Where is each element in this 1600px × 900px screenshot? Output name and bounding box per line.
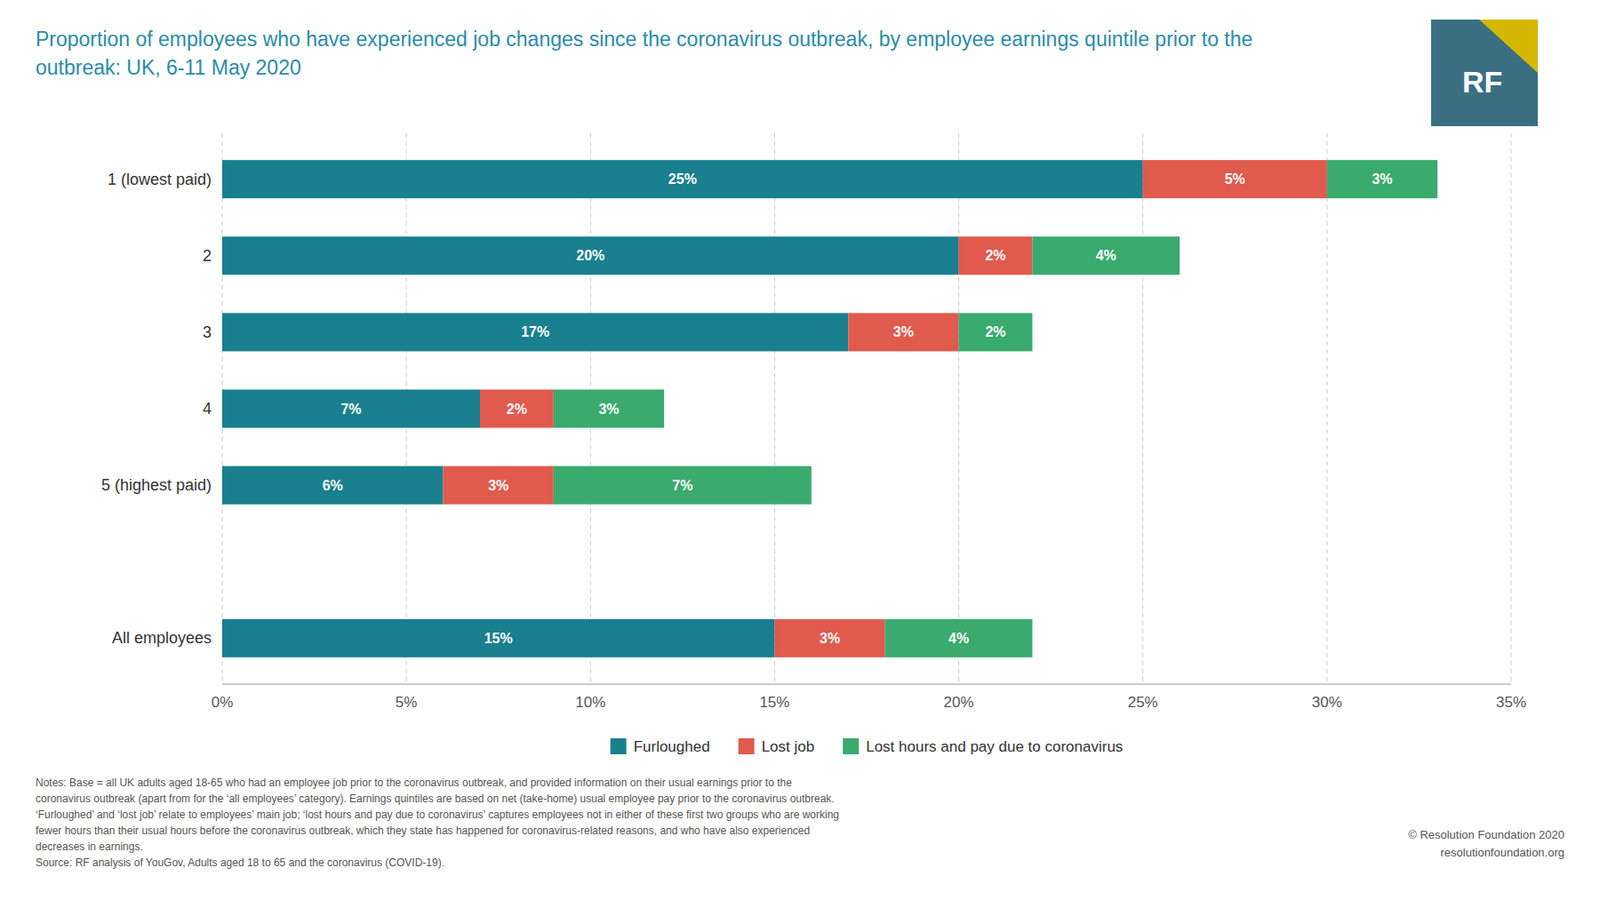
grid-line [774, 133, 776, 685]
bar-segment [1032, 236, 1180, 275]
data-label: 7% [340, 401, 361, 417]
bar-segment [959, 236, 1033, 275]
legend-item: Furloughed [610, 738, 711, 756]
data-label: 2% [984, 248, 1006, 264]
title: Proportion of employees who have experie… [35, 24, 1298, 82]
bar-segment [848, 312, 959, 352]
bar-segment [553, 389, 664, 428]
bar-segment [1143, 160, 1328, 199]
logo-text: RF [1462, 64, 1503, 99]
x-tick-label: 35% [1496, 694, 1527, 712]
grid-line [1142, 133, 1144, 685]
bar-segment [222, 389, 480, 428]
bar-segment [480, 389, 554, 428]
credit-line: resolutionfoundation.org [1408, 844, 1565, 863]
x-tick-label: 0% [211, 694, 234, 712]
credits: © Resolution Foundation 2020resolutionfo… [1408, 826, 1565, 863]
data-label: 3% [598, 401, 619, 417]
legend-label: Furloughed [633, 738, 711, 756]
bar-segment [222, 543, 224, 582]
bar-segment [222, 619, 775, 658]
legend-swatch [610, 738, 627, 755]
data-label: 3% [1371, 171, 1392, 187]
note-line: fewer hours than their usual hours befor… [35, 823, 1263, 840]
note-line: decreases in earnings. [35, 839, 1263, 856]
bar-segment [959, 312, 1033, 352]
grid-line [1326, 133, 1328, 685]
bar-segment [553, 466, 812, 505]
legend-swatch [738, 738, 755, 755]
bar-segment [1327, 160, 1438, 199]
data-label: 3% [488, 478, 509, 494]
data-label: 4% [948, 631, 969, 647]
note-line: Source: RF analysis of YouGov, Adults ag… [35, 855, 1263, 872]
note-line: coronavirus outbreak (apart from for the… [35, 791, 1263, 808]
bar-segment [222, 160, 1144, 199]
data-label: 5% [1224, 171, 1246, 187]
bar-segment [222, 543, 224, 582]
bar-segment [222, 236, 960, 275]
bar-segment [222, 466, 444, 505]
legend-item: Lost hours and pay due to coronavirus [842, 738, 1123, 756]
y-tick-label: 4 [202, 400, 212, 418]
data-label: 3% [893, 324, 914, 340]
y-tick-label: All employees [112, 629, 212, 648]
x-tick-label: 20% [944, 694, 975, 712]
x-axis-line [222, 684, 1512, 686]
data-label: 25% [668, 171, 697, 187]
x-tick-label: 30% [1312, 694, 1343, 712]
bars [222, 160, 1438, 658]
legend-item: Lost job [738, 738, 816, 756]
note-line: Notes: Base = all UK adults aged 18-65 w… [35, 775, 1263, 792]
logo-background [1431, 19, 1538, 127]
data-label: 3% [819, 631, 840, 647]
chart: 0% 5% 10% 15% 20% 25% 30% 35% 1 (lowest paid) 2 3 4… [0, 0, 1600, 900]
note-line: ‘Furloughed’ and ‘lost job’ relate to em… [35, 807, 1263, 824]
bar-segment [443, 466, 554, 505]
grid-line [958, 133, 960, 685]
y-tick-label: 2 [202, 247, 212, 265]
grid [222, 133, 1512, 685]
bar-segment [774, 619, 885, 658]
legend: Furloughed Lost job Lost hours and pay due… [610, 738, 1124, 756]
data-label: 6% [322, 478, 344, 494]
bar-segment [222, 543, 224, 582]
legend-label: Lost hours and pay due to coronavirus [865, 738, 1123, 756]
data-label: 7% [672, 478, 693, 494]
notes: Notes: Base = all UK adults aged 18-65 w… [35, 775, 1263, 872]
data-label: 20% [576, 248, 605, 264]
x-tick-label: 25% [1128, 694, 1159, 712]
data-label: 4% [1096, 248, 1117, 264]
x-tick-label: 10% [575, 694, 606, 712]
data-label: 15% [484, 631, 513, 647]
grid-line [1511, 133, 1512, 685]
bar-segment [885, 619, 1033, 658]
legend-label: Lost job [761, 738, 816, 756]
y-tick-label: 5 (highest paid) [101, 476, 212, 495]
y-tick-label: 1 (lowest paid) [107, 170, 212, 189]
y-tick-label: 3 [202, 323, 212, 342]
credit-line: © Resolution Foundation 2020 [1408, 826, 1565, 845]
data-labels: 25% 5% 3% 20% 2% 4% 17% 3% 2% 7% 2% 3% 6% 3% 7% 15% 3% 4% [322, 171, 1393, 647]
x-tick-label: 5% [395, 694, 418, 712]
data-label: 2% [506, 401, 528, 417]
data-label: 17% [520, 324, 550, 340]
data-label: 2% [984, 324, 1006, 340]
x-tick-label: 15% [759, 694, 790, 712]
bar-segment [222, 312, 848, 352]
logo: RF [1431, 19, 1538, 127]
legend-swatch [842, 738, 859, 755]
